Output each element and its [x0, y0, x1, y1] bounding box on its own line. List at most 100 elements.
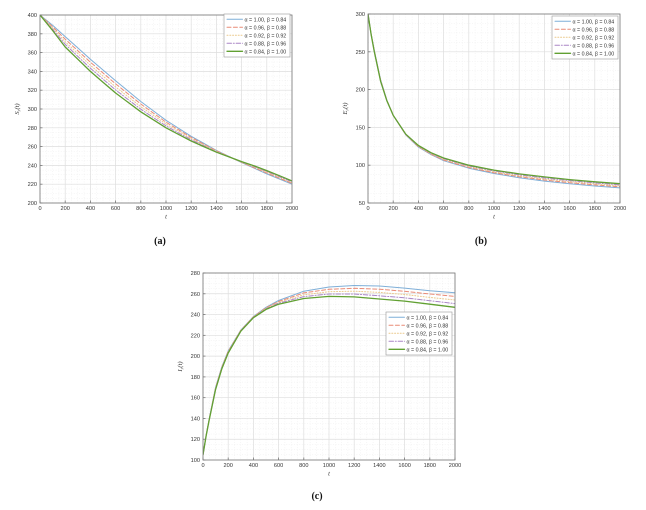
x-tick-label: 600	[111, 206, 120, 212]
legend-entry-label: α = 0.88, β = 0.96	[573, 43, 615, 49]
y-tick-label: 180	[191, 375, 200, 381]
x-axis-label: t	[328, 471, 330, 478]
x-tick-label: 200	[389, 206, 398, 212]
series-lines	[368, 14, 620, 189]
x-tick-label: 400	[249, 463, 258, 469]
y-tick-label: 240	[28, 163, 37, 169]
legend-entry-label: α = 1.00, β = 0.84	[573, 19, 615, 25]
x-tick-label: 1800	[589, 206, 601, 212]
y-tick-label: 260	[28, 145, 37, 151]
x-tick-label: 600	[439, 206, 448, 212]
y-tick-label: 200	[28, 201, 37, 207]
x-axis-label: t	[493, 214, 495, 221]
legend-entry-label: α = 0.84, β = 1.00	[245, 49, 287, 55]
x-tick-label: 800	[464, 206, 473, 212]
y-axis-label: Er(t)	[342, 103, 349, 116]
x-tick-label: 0	[366, 206, 369, 212]
legend-entry-label: α = 0.96, β = 0.88	[245, 25, 287, 31]
legend-entry-label: α = 0.92, β = 0.92	[573, 35, 615, 41]
y-tick-label: 280	[28, 126, 37, 132]
y-tick-label: 50	[359, 201, 365, 207]
legend-entry-label: α = 0.92, β = 0.92	[245, 33, 287, 39]
legend-entry-label: α = 0.92, β = 0.92	[407, 331, 449, 337]
y-tick-label: 240	[191, 313, 200, 319]
x-tick-label: 400	[86, 206, 95, 212]
legend-entry-label: α = 1.00, β = 0.84	[407, 315, 449, 321]
x-tick-label: 1600	[398, 463, 410, 469]
tick-labels: 0 200 400 600 800 1000 1200 1400 1600 1800 2000200…	[28, 13, 299, 212]
x-tick-label: 1000	[160, 206, 172, 212]
x-tick-label: 1600	[235, 206, 247, 212]
y-tick-label: 160	[191, 396, 200, 402]
x-tick-label: 1000	[488, 206, 500, 212]
x-tick-label: 200	[224, 463, 233, 469]
y-tick-label: 100	[191, 458, 200, 464]
x-tick-label: 0	[38, 206, 41, 212]
y-tick-label: 300	[356, 12, 365, 18]
x-tick-label: 400	[414, 206, 423, 212]
series-line-4	[203, 295, 455, 456]
y-tick-label: 200	[191, 354, 200, 360]
y-axis-label: Ir(t)	[177, 361, 184, 372]
y-tick-label: 220	[191, 333, 200, 339]
x-tick-label: 200	[61, 206, 70, 212]
x-tick-label: 1200	[185, 206, 197, 212]
y-tick-label: 220	[28, 182, 37, 188]
panel-c: 0 200 400 600 800 1000 1200 1400 1600 1800 2000 100…	[160, 260, 486, 480]
y-tick-label: 120	[191, 437, 200, 443]
y-tick-label: 300	[28, 107, 37, 113]
x-tick-label: 2000	[286, 206, 298, 212]
y-tick-label: 340	[28, 69, 37, 75]
x-tick-label: 600	[274, 463, 283, 469]
x-tick-label: 1200	[513, 206, 525, 212]
y-tick-label: 260	[191, 292, 200, 298]
legend-entry-label: α = 0.88, β = 0.96	[245, 41, 287, 47]
caption-c: (c)	[311, 491, 323, 502]
x-tick-label: 800	[299, 463, 308, 469]
x-tick-label: 1200	[348, 463, 360, 469]
y-tick-label: 150	[356, 125, 365, 131]
caption-b: (b)	[474, 236, 488, 247]
panel-b: 0 200 400 600 800 1000 1200 1400 1600 1800 2000 50 1…	[323, 0, 646, 232]
y-tick-label: 320	[28, 88, 37, 94]
legend-entry-label: α = 0.96, β = 0.88	[407, 323, 449, 329]
x-tick-label: 1400	[538, 206, 550, 212]
y-tick-label: 200	[356, 88, 365, 94]
chart-b-svg: 0 200 400 600 800 1000 1200 1400 1600 1800 2000 50 1…	[342, 12, 627, 221]
y-tick-label: 250	[356, 50, 365, 56]
y-tick-label: 400	[28, 13, 37, 19]
tick-labels: 0 200 400 600 800 1000 1200 1400 1600 1800 2000 100…	[191, 271, 462, 469]
y-axis-label: Sr(t)	[14, 103, 21, 114]
y-tick-label: 140	[191, 416, 200, 422]
legend-entry-label: α = 0.88, β = 0.96	[407, 339, 449, 345]
series-line-0	[40, 15, 292, 185]
chart-a-svg: 0 200 400 600 800 1000 1200 1400 1600 1800 2000200…	[14, 13, 299, 221]
x-axis-label: t	[165, 214, 167, 221]
legend: α = 1.00, β = 0.84 α = 0.96, β = 0.88 α = …	[551, 15, 619, 60]
x-tick-label: 2000	[449, 463, 461, 469]
legend: α = 1.00, β = 0.84 α = 0.96, β = 0.88 α = …	[223, 13, 291, 58]
x-tick-label: 0	[201, 463, 204, 469]
panel-a: 0 200 400 600 800 1000 1200 1400 1600 1800 2000 200…	[0, 0, 323, 232]
legend-entry-label: α = 0.84, β = 1.00	[407, 347, 449, 353]
caption-a: (a)	[154, 236, 166, 247]
axes	[202, 272, 456, 461]
series-line-4	[368, 14, 620, 185]
tick-labels: 0 200 400 600 800 1000 1200 1400 1600 1800 2000 50 1…	[356, 12, 627, 212]
legend-entry-label: α = 0.84, β = 1.00	[573, 51, 615, 57]
x-tick-label: 1800	[424, 463, 436, 469]
chart-c-svg: 0 200 400 600 800 1000 1200 1400 1600 1800 2000 100…	[177, 271, 462, 478]
x-tick-label: 800	[136, 206, 145, 212]
y-tick-label: 280	[191, 271, 200, 277]
x-tick-label: 1000	[323, 463, 335, 469]
series-line-4	[40, 15, 292, 182]
legend-entry-label: α = 0.96, β = 0.88	[573, 27, 615, 33]
y-tick-label: 380	[28, 32, 37, 38]
axes	[367, 13, 621, 204]
y-tick-label: 360	[28, 51, 37, 57]
x-tick-label: 1800	[261, 206, 273, 212]
series-lines	[203, 285, 455, 456]
legend: α = 1.00, β = 0.84 α = 0.96, β = 0.88 α = …	[385, 311, 453, 356]
x-tick-label: 1400	[373, 463, 385, 469]
